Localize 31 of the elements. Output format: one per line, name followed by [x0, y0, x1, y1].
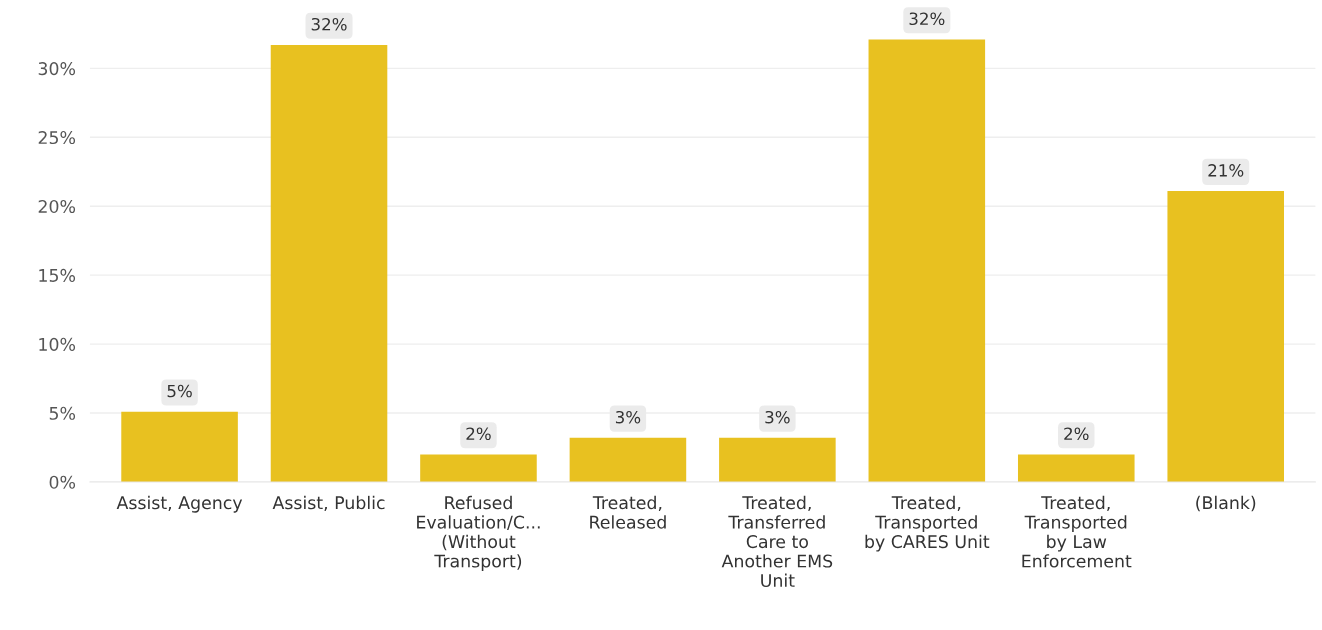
y-tick-label: 5% [49, 406, 76, 420]
bar [1167, 191, 1285, 482]
bar [569, 437, 687, 482]
bar [868, 39, 986, 482]
data-label: 32% [311, 17, 347, 31]
bar [420, 454, 537, 482]
x-tick-label: Assist, Agency [116, 495, 243, 513]
data-label: 21% [1208, 164, 1244, 177]
y-tick-label: 30% [38, 62, 76, 76]
bar [121, 411, 238, 482]
data-label: 3% [615, 410, 641, 424]
x-tick-label: Assist, Public [272, 495, 385, 512]
bar [270, 44, 388, 482]
data-label: 5% [167, 384, 192, 398]
data-label: 3% [765, 410, 790, 424]
x-tick-label: Treated, Transported by Law Enforcement [1022, 495, 1132, 568]
y-tick-label: 15% [39, 268, 76, 282]
x-tick-label: Treated, Transported by CARES Unit [865, 495, 990, 552]
y-tick-label: 20% [38, 199, 76, 214]
y-tick-label: 25% [38, 130, 76, 145]
data-label: 2% [1064, 427, 1089, 441]
x-tick-label: Treated, Released [590, 495, 666, 529]
x-tick-label: (Blank) [1196, 495, 1256, 512]
x-tick-label: Refused Evaluation/C... (Without Transport) [417, 495, 540, 571]
data-label: 2% [466, 427, 491, 441]
y-tick-label: 0% [49, 475, 76, 489]
bar [719, 437, 836, 482]
x-tick-label: Treated, Transferred Care to Another EMS Unit [721, 495, 833, 588]
bar [1017, 454, 1135, 482]
data-label: 32% [909, 12, 945, 26]
y-tick-label: 10% [39, 337, 76, 351]
